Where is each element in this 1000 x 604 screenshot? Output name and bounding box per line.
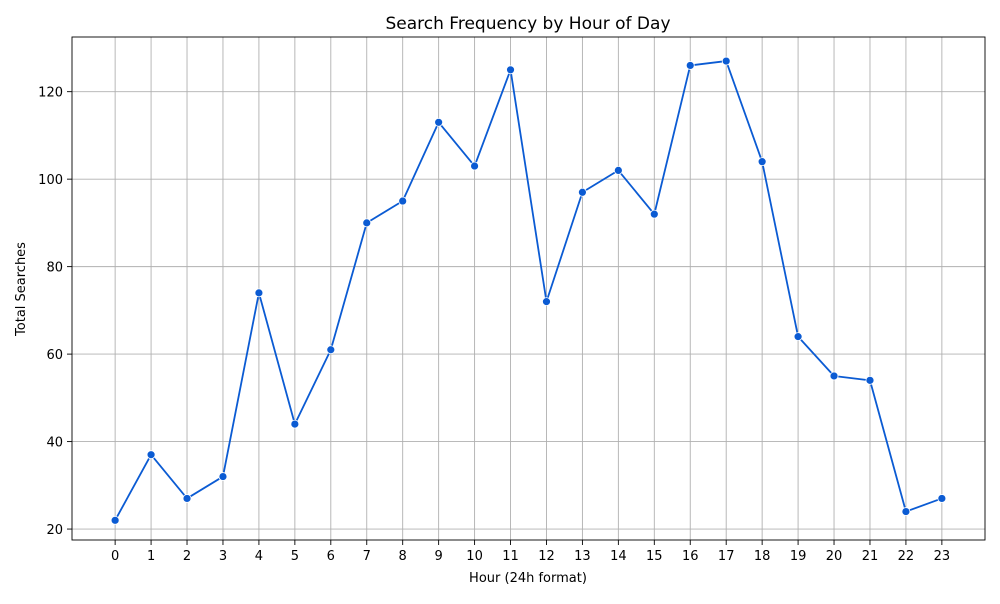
x-tick-label: 14 <box>610 549 627 564</box>
data-point <box>182 494 192 503</box>
data-point <box>721 56 731 66</box>
x-tick-label: 12 <box>538 549 555 564</box>
y-tick-label: 100 <box>38 173 63 188</box>
data-point <box>362 218 372 228</box>
data-point <box>829 371 839 381</box>
data-point <box>506 65 515 75</box>
data-point <box>470 161 479 171</box>
x-tick-label: 4 <box>255 549 263 564</box>
y-tick-label: 80 <box>46 261 63 276</box>
grid <box>72 37 985 540</box>
y-tick-label: 20 <box>46 523 63 538</box>
y-tick-label: 40 <box>46 436 63 451</box>
chart-title: Search Frequency by Hour of Day <box>386 14 671 34</box>
data-point <box>901 507 911 516</box>
data-point <box>865 375 875 385</box>
data-point <box>434 117 444 127</box>
x-tick-label: 22 <box>898 549 915 564</box>
x-tick-label: 0 <box>111 549 119 564</box>
data-point <box>757 157 767 167</box>
x-tick-label: 13 <box>574 549 591 564</box>
x-tick-label: 19 <box>790 549 807 564</box>
x-tick-label: 20 <box>826 549 843 564</box>
data-point <box>398 196 408 206</box>
x-tick-label: 21 <box>862 549 879 564</box>
labels: Search Frequency by Hour of Day Hour (24… <box>14 14 950 586</box>
data-point <box>793 332 803 342</box>
data-point <box>326 345 336 355</box>
y-tick-label: 120 <box>38 86 63 101</box>
x-tick-label: 11 <box>502 549 519 564</box>
data-point <box>110 515 120 525</box>
data-point <box>578 187 587 197</box>
data-point <box>290 419 300 429</box>
x-tick-label: 23 <box>934 549 951 564</box>
data-point <box>218 472 228 481</box>
y-axis-label: Total Searches <box>14 242 29 337</box>
x-tick-label: 7 <box>363 549 371 564</box>
x-tick-label: 9 <box>434 549 442 564</box>
data-point <box>146 450 156 460</box>
x-tick-label: 10 <box>466 549 483 564</box>
x-tick-label: 15 <box>646 549 663 564</box>
x-tick-label: 6 <box>327 549 335 564</box>
series-line <box>114 60 943 521</box>
x-tick-label: 5 <box>291 549 299 564</box>
plot-area-frame <box>71 36 986 541</box>
x-tick-label: 1 <box>147 549 155 564</box>
data-point <box>254 288 264 298</box>
x-tick-label: 8 <box>399 549 407 564</box>
x-tick-label: 17 <box>718 549 735 564</box>
data-point <box>937 494 947 503</box>
series <box>110 56 947 525</box>
data-point <box>649 209 659 219</box>
x-tick-label: 16 <box>682 549 699 564</box>
x-tick-label: 3 <box>219 549 227 564</box>
data-point <box>542 297 551 307</box>
x-axis-label: Hour (24h format) <box>469 571 587 586</box>
data-point <box>685 61 695 70</box>
data-point <box>613 166 623 175</box>
x-tick-label: 18 <box>754 549 771 564</box>
axes <box>67 36 986 545</box>
x-tick-label: 2 <box>183 549 191 564</box>
y-tick-label: 60 <box>46 348 63 363</box>
